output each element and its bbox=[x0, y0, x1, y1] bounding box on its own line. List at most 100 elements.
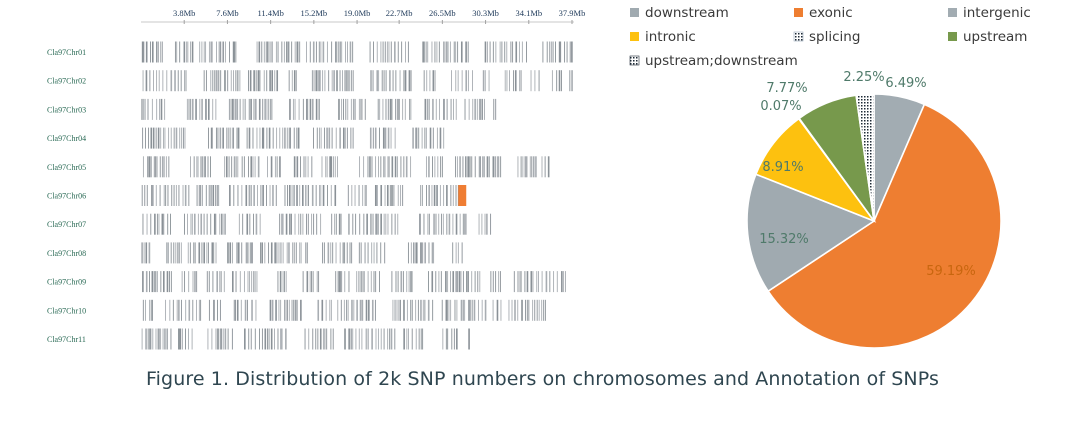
snp-mark bbox=[331, 213, 333, 235]
legend-swatch bbox=[794, 8, 803, 17]
snp-mark bbox=[492, 271, 494, 293]
snp-mark bbox=[279, 127, 281, 149]
snp-mark bbox=[155, 271, 157, 293]
snp-mark bbox=[482, 98, 483, 120]
snp-mark bbox=[517, 271, 519, 293]
snp-mark bbox=[271, 70, 273, 92]
snp-mark bbox=[150, 328, 152, 350]
snp-mark bbox=[394, 156, 397, 178]
snp-mark bbox=[347, 98, 349, 120]
snp-mark bbox=[370, 271, 372, 293]
snp-mark bbox=[456, 271, 458, 293]
snp-mark bbox=[269, 70, 271, 92]
snp-mark bbox=[312, 328, 314, 350]
snp-mark bbox=[465, 156, 466, 178]
snp-mark bbox=[161, 213, 164, 235]
snp-mark bbox=[205, 185, 207, 206]
snp-mark bbox=[170, 271, 172, 293]
snp-mark bbox=[271, 98, 273, 120]
snp-mark bbox=[486, 213, 488, 235]
snp-mark bbox=[250, 185, 252, 206]
snp-mark bbox=[553, 271, 555, 293]
snp-mark bbox=[544, 299, 546, 321]
snp-mark bbox=[200, 156, 202, 178]
snp-mark bbox=[397, 156, 399, 178]
axis-tick-label: 26.5Mb bbox=[429, 8, 456, 18]
snp-mark bbox=[296, 127, 298, 149]
snp-mark bbox=[493, 98, 495, 120]
snp-mark bbox=[308, 328, 310, 350]
snp-mark bbox=[166, 271, 169, 293]
snp-mark bbox=[495, 271, 497, 293]
snp-mark bbox=[271, 41, 273, 63]
snp-mark bbox=[184, 70, 186, 92]
snp-mark bbox=[320, 213, 322, 235]
snp-mark bbox=[486, 41, 488, 63]
snp-mark bbox=[254, 156, 256, 178]
snp-mark bbox=[160, 127, 162, 149]
snp-mark bbox=[412, 127, 414, 149]
axis-tick-label: 11.4Mb bbox=[257, 8, 283, 18]
snp-mark bbox=[350, 70, 352, 92]
snp-mark bbox=[459, 213, 461, 235]
snp-mark bbox=[339, 70, 341, 92]
snp-mark bbox=[219, 328, 221, 350]
snp-mark bbox=[319, 328, 322, 350]
snp-mark bbox=[172, 299, 174, 321]
snp-mark bbox=[384, 41, 386, 63]
snp-mark bbox=[342, 70, 343, 92]
snp-mark bbox=[349, 41, 352, 63]
snp-mark bbox=[285, 271, 287, 293]
snp-mark bbox=[202, 185, 203, 206]
snp-mark bbox=[391, 156, 394, 178]
snp-mark bbox=[380, 213, 382, 235]
snp-mark bbox=[474, 98, 476, 120]
snp-mark bbox=[208, 98, 210, 120]
legend-item: upstream;downstream bbox=[629, 53, 798, 69]
snp-mark bbox=[309, 271, 311, 293]
snp-mark bbox=[142, 127, 144, 149]
snp-mark bbox=[219, 299, 221, 321]
snp-mark bbox=[348, 271, 350, 293]
snp-mark bbox=[217, 299, 218, 321]
snp-mark bbox=[358, 185, 360, 206]
snp-mark bbox=[311, 213, 313, 235]
snp-mark bbox=[355, 328, 357, 350]
snp-mark bbox=[355, 213, 357, 235]
snp-mark bbox=[298, 41, 301, 63]
snp-mark bbox=[309, 98, 312, 120]
snp-mark bbox=[374, 185, 377, 206]
snp-mark bbox=[369, 156, 371, 178]
snp-mark bbox=[266, 185, 267, 206]
snp-mark bbox=[508, 299, 510, 321]
snp-mark bbox=[274, 156, 276, 178]
snp-mark bbox=[148, 127, 150, 149]
legend-item: upstream bbox=[948, 29, 1027, 45]
snp-mark bbox=[375, 156, 377, 178]
snp-mark bbox=[478, 213, 480, 235]
snp-mark bbox=[212, 271, 214, 293]
snp-mark bbox=[302, 185, 304, 206]
snp-mark bbox=[286, 41, 287, 63]
legend-item: intronic bbox=[630, 29, 696, 45]
snp-mark bbox=[349, 242, 351, 264]
snp-mark bbox=[156, 156, 158, 178]
snp-mark bbox=[380, 41, 382, 63]
snp-mark bbox=[498, 271, 500, 293]
snp-mark bbox=[470, 299, 472, 321]
snp-mark bbox=[344, 70, 346, 92]
snp-mark bbox=[280, 242, 282, 264]
legend-label: upstream bbox=[963, 29, 1027, 45]
snp-mark bbox=[387, 98, 389, 120]
snp-mark bbox=[168, 127, 170, 149]
snp-mark bbox=[281, 213, 283, 235]
snp-mark bbox=[457, 41, 459, 63]
snp-mark bbox=[208, 299, 210, 321]
snp-mark bbox=[142, 213, 144, 235]
snp-mark bbox=[212, 185, 215, 206]
snp-mark bbox=[276, 242, 278, 264]
snp-mark bbox=[433, 242, 435, 264]
snp-mark bbox=[142, 98, 144, 120]
snp-mark bbox=[293, 242, 295, 264]
snp-mark bbox=[316, 127, 318, 149]
